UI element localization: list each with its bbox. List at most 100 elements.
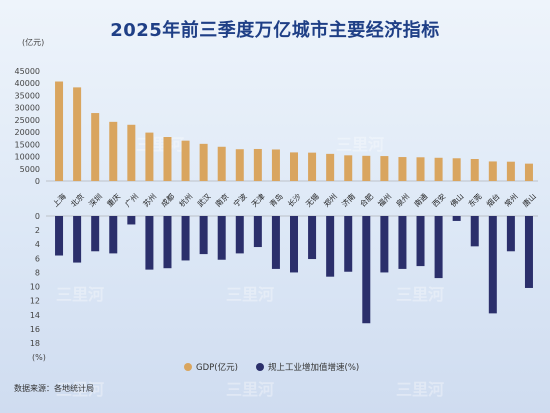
legend: GDP(亿元) 规上工业增加值增速(%) — [184, 362, 359, 373]
gdp-bar — [506, 161, 515, 181]
industry-tick-label: 16 — [30, 325, 40, 334]
industry-bar — [470, 216, 479, 247]
gdp-tick-label: 20000 — [15, 128, 40, 137]
industry-bar — [290, 216, 298, 273]
category-label: 天津 — [250, 192, 267, 209]
industry-bar — [199, 216, 208, 255]
category-label: 合肥 — [357, 191, 375, 209]
gdp-bar — [524, 163, 533, 181]
industry-bar — [488, 216, 497, 314]
gdp-bar — [434, 157, 443, 181]
watermark-text: 三里河 — [226, 285, 274, 304]
category-label: 南通 — [412, 191, 430, 209]
gdp-bar — [308, 152, 317, 181]
category-label: 青岛 — [267, 191, 285, 209]
industry-tick-label: 4 — [35, 240, 40, 249]
category-label: 苏州 — [141, 191, 159, 209]
category-label: 常州 — [503, 192, 520, 209]
industry-tick-label: 12 — [30, 297, 40, 306]
gdp-bar — [235, 149, 244, 181]
category-label: 上海 — [50, 191, 68, 209]
chart-title: 2025年前三季度万亿城市主要经济指标 — [110, 20, 440, 41]
gdp-bar — [253, 148, 262, 181]
category-label: 泉州 — [394, 191, 412, 209]
category-label: 武汉 — [195, 191, 213, 209]
industry-bar — [271, 216, 280, 269]
category-label: 南京 — [213, 191, 231, 209]
industry-tick-label: 14 — [30, 311, 40, 320]
gdp-bar — [488, 161, 497, 181]
industry-axis: 0 2 4 6 8 10 12 14 16 18 (%) — [30, 212, 538, 362]
gdp-axis: (亿元) 45000 40000 35000 30000 25000 20000 15000 1… — [15, 37, 538, 186]
category-label: 福州 — [376, 192, 393, 209]
industry-bar — [524, 216, 533, 288]
industry-bar — [326, 216, 335, 277]
category-label: 杭州 — [177, 191, 195, 209]
gdp-bar — [145, 132, 154, 181]
gdp-tick-label: 25000 — [15, 116, 40, 125]
industry-bar — [398, 216, 407, 269]
gdp-bar — [73, 87, 82, 181]
category-label: 广州 — [122, 191, 140, 209]
gdp-bar — [326, 153, 335, 181]
category-label: 深圳 — [86, 191, 104, 209]
industry-tick-label: 6 — [35, 254, 40, 263]
gdp-bar — [380, 156, 389, 181]
industry-tick-label: 18 — [30, 339, 40, 348]
category-label: 北京 — [68, 191, 86, 209]
watermark-text: 三里河 — [136, 135, 184, 154]
gdp-bar — [470, 159, 479, 181]
industry-bar — [55, 216, 64, 256]
industry-bar — [127, 216, 136, 225]
gdp-bar — [344, 155, 353, 181]
gdp-tick-label: 5000 — [20, 165, 40, 174]
gdp-tick-label: 10000 — [15, 153, 40, 162]
legend-gdp-marker — [184, 363, 192, 371]
gdp-tick-label: 30000 — [15, 104, 40, 113]
gdp-bar — [163, 137, 172, 181]
data-source: 数据来源：各地统计局 — [14, 384, 94, 393]
gdp-bar — [398, 157, 407, 181]
category-label: 重庆 — [104, 191, 122, 209]
category-label: 佛山 — [448, 191, 466, 209]
industry-bar — [416, 216, 425, 267]
gdp-bar — [217, 146, 226, 181]
watermark-text: 三里河 — [56, 380, 104, 399]
gdp-bar — [109, 121, 118, 181]
category-label: 无锡 — [304, 192, 321, 209]
industry-bar — [452, 216, 461, 221]
category-label: 宁波 — [231, 191, 249, 209]
industry-bars — [55, 216, 533, 324]
category-label: 西安 — [430, 191, 448, 209]
industry-tick-label: 0 — [35, 212, 40, 221]
watermark-text: 三里河 — [56, 285, 104, 304]
category-labels: 上海 北京 深圳 重庆 广州 苏州 成都 杭州 武汉 南京 宁波 天津 青岛 长沙 无锡 郑州 济南 合肥 福州 泉州… — [50, 191, 538, 209]
industry-unit-label: (%) — [32, 353, 46, 362]
gdp-tick-label: 40000 — [15, 79, 40, 88]
gdp-bar — [452, 158, 461, 181]
category-label: 成都 — [159, 191, 177, 209]
industry-bar — [506, 216, 515, 252]
legend-industry-marker — [256, 363, 264, 371]
industry-bar — [344, 216, 353, 272]
industry-tick-label: 8 — [35, 268, 40, 277]
industry-bar — [362, 216, 371, 324]
industry-bar — [253, 216, 262, 248]
industry-bar — [73, 216, 82, 263]
category-label: 东莞 — [466, 191, 484, 209]
category-label: 长沙 — [285, 191, 303, 209]
gdp-tick-label: 15000 — [15, 140, 40, 149]
gdp-bar — [416, 157, 425, 181]
gdp-bar — [127, 124, 136, 181]
industry-bar — [181, 216, 190, 261]
watermark-text: 三里河 — [396, 380, 444, 399]
industry-bar — [380, 216, 389, 273]
category-label: 烟台 — [484, 191, 502, 209]
industry-bar — [235, 216, 244, 254]
gdp-bar — [290, 152, 298, 181]
gdp-bar — [181, 140, 190, 181]
gdp-bar — [271, 149, 280, 181]
gdp-bar — [55, 81, 64, 181]
industry-bar — [434, 216, 443, 279]
